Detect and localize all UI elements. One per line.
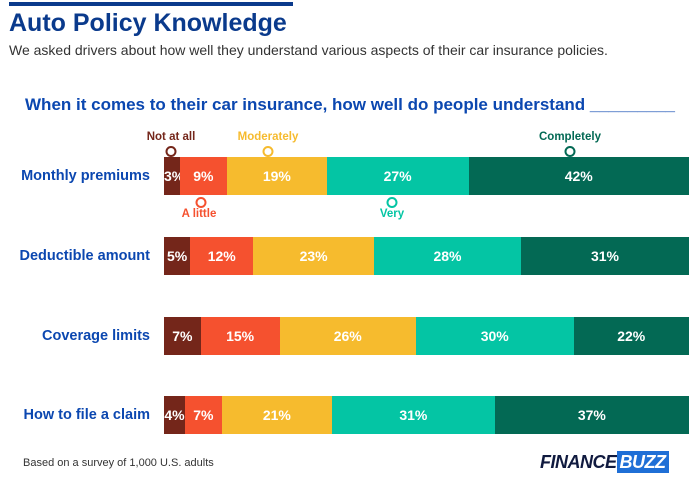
financebuzz-logo: FINANCE BUZZ — [540, 451, 669, 473]
legend-a-little: A little — [181, 208, 217, 220]
page-title: Auto Policy Knowledge — [9, 9, 287, 37]
segment-moderately: 19% — [227, 157, 327, 195]
legend-not-at-all: Not at all — [146, 131, 196, 143]
segment-a-little: 9% — [179, 157, 227, 195]
footnote: Based on a survey of 1,000 U.S. adults — [23, 457, 214, 469]
stacked-bar: 4% 7% 21% 31% 37% — [164, 396, 689, 434]
segment-completely: 42% — [468, 157, 689, 195]
stacked-bar: 3% 9% 19% 27% 42% — [164, 157, 689, 195]
row-label: How to file a claim — [23, 407, 151, 423]
legend-not-at-all-marker-icon — [165, 146, 177, 157]
legend-very: Very — [379, 208, 405, 220]
segment-a-little: 12% — [190, 237, 254, 275]
segment-moderately: 21% — [221, 396, 332, 434]
stacked-bar: 7% 15% 26% 30% 22% — [164, 317, 689, 355]
segment-very: 31% — [332, 396, 495, 434]
legend-completely: Completely — [539, 131, 601, 143]
segment-completely: 37% — [494, 396, 689, 434]
segment-not-at-all: 3% — [164, 157, 184, 195]
segment-very: 27% — [326, 157, 469, 195]
logo-part-buzz: BUZZ — [616, 451, 669, 473]
segment-a-little: 7% — [185, 396, 222, 434]
chart-question: When it comes to their car insurance, ho… — [25, 95, 675, 114]
segment-very: 30% — [416, 317, 574, 355]
segment-very: 28% — [374, 237, 521, 275]
segment-moderately: 26% — [279, 317, 416, 355]
segment-not-at-all: 5% — [164, 237, 191, 275]
legend-completely-marker-icon — [564, 146, 576, 157]
logo-part-finance: FINANCE — [540, 452, 617, 472]
segment-completely: 22% — [573, 317, 689, 355]
chart-row-monthly-premiums: Monthly premiums 3% 9% 19% 27% 42% — [0, 157, 700, 195]
segment-not-at-all: 4% — [164, 396, 185, 434]
title-accent-bar — [9, 2, 293, 6]
segment-moderately: 23% — [253, 237, 374, 275]
segment-completely: 31% — [521, 237, 689, 275]
stacked-bar: 5% 12% 23% 28% 31% — [164, 237, 689, 275]
chart-row-how-to-file-a-claim: How to file a claim 4% 7% 21% 31% 37% — [0, 396, 700, 434]
chart-row-coverage-limits: Coverage limits 7% 15% 26% 30% 22% — [0, 317, 700, 355]
row-label: Monthly premiums — [21, 168, 150, 184]
chart-row-deductible-amount: Deductible amount 5% 12% 23% 28% 31% — [0, 237, 700, 275]
page-subtitle: We asked drivers about how well they und… — [9, 42, 608, 58]
segment-a-little: 15% — [200, 317, 280, 355]
row-label: Coverage limits — [42, 328, 150, 344]
row-label: Deductible amount — [19, 248, 150, 264]
legend-moderately: Moderately — [237, 131, 299, 143]
legend-very-marker-icon — [386, 197, 398, 208]
legend-moderately-marker-icon — [262, 146, 274, 157]
segment-not-at-all: 7% — [164, 317, 201, 355]
legend-a-little-marker-icon — [195, 197, 207, 208]
